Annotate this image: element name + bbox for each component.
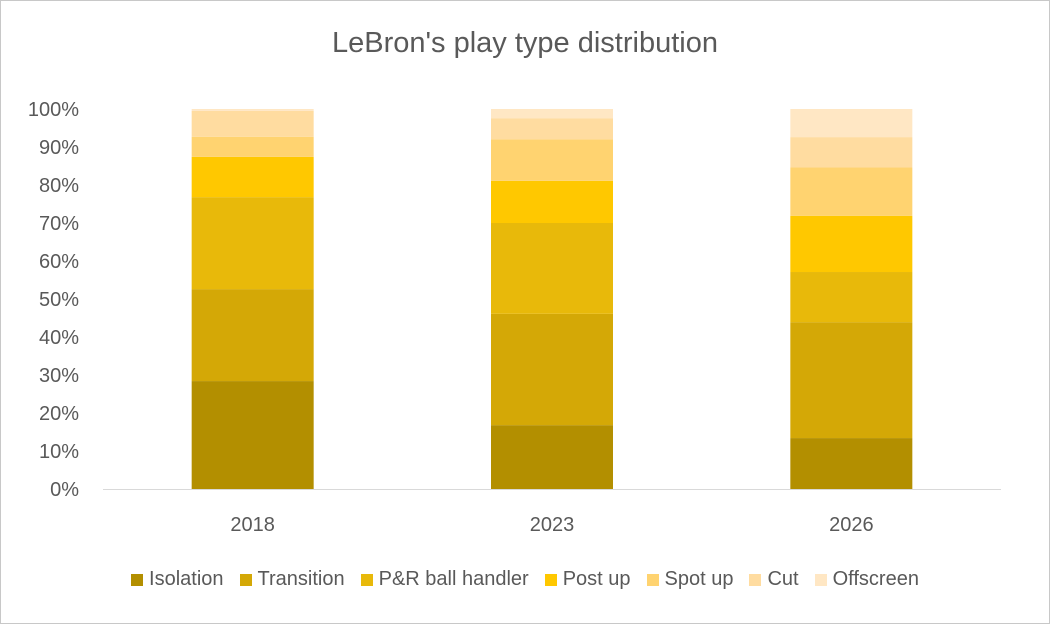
legend-swatch — [814, 573, 827, 586]
legend-item: Cut — [749, 568, 799, 591]
legend-swatch — [544, 573, 557, 586]
bar-segment-cut — [491, 118, 613, 140]
bar-segment-isolation — [491, 425, 613, 489]
bar-segment-offscreen — [790, 109, 913, 138]
bar-segment-p-r-ball-handler — [790, 272, 913, 323]
chart-title: LeBron's play type distribution — [332, 27, 718, 59]
y-tick-label: 70% — [39, 213, 79, 235]
bar-segment-cut — [191, 110, 314, 137]
bar-segment-spot-up — [191, 136, 314, 157]
bar-segment-transition — [191, 289, 314, 382]
y-tick-label: 100% — [28, 99, 79, 121]
legend: Isolation Transition P&R ball handler Post … — [1, 568, 1049, 591]
y-tick-label: 90% — [39, 137, 79, 159]
legend-item: Spot up — [646, 568, 734, 591]
legend-label: Spot up — [664, 568, 734, 590]
y-tick-label: 30% — [39, 365, 79, 387]
legend-swatch — [131, 573, 144, 586]
y-tick-label: 60% — [39, 251, 79, 273]
legend-label: Offscreen — [832, 568, 919, 590]
y-tick-label: 50% — [39, 289, 79, 311]
legend-swatch — [360, 573, 373, 586]
bar-segment-transition — [790, 322, 913, 439]
legend-item: Isolation — [131, 568, 224, 591]
x-tick-label: 2026 — [829, 514, 874, 536]
bar-segment-transition — [491, 313, 613, 426]
y-tick-label: 40% — [39, 327, 79, 349]
legend-item: Post up — [544, 568, 631, 591]
bar-segment-post-up — [790, 215, 913, 273]
legend-swatch — [239, 573, 252, 586]
x-tick-label: 2018 — [230, 514, 275, 536]
legend-swatch — [646, 573, 659, 586]
bar-segment-p-r-ball-handler — [191, 197, 314, 290]
bar-segment-spot-up — [491, 139, 613, 181]
legend-item: Transition — [239, 568, 345, 591]
bar-segment-isolation — [191, 381, 314, 489]
legend-label: Isolation — [149, 568, 224, 590]
legend-label: Post up — [562, 568, 631, 590]
y-tick-label: 80% — [39, 175, 79, 197]
plot-area: 0% 10% 20% 30% 40% 50% 60% 70% 80% 90% 100% 2018 202… — [28, 99, 1001, 536]
bar-segment-isolation — [790, 438, 913, 489]
bar-segment-post-up — [491, 180, 613, 223]
bar-segment-p-r-ball-handler — [491, 223, 613, 314]
legend-label: Cut — [767, 568, 799, 590]
bar-segment-spot-up — [790, 167, 913, 216]
y-tick-label: 10% — [39, 441, 79, 463]
bar-segment-cut — [790, 137, 913, 168]
legend-label: P&R ball handler — [378, 568, 529, 590]
legend-label: Transition — [257, 568, 345, 590]
bar-segment-offscreen — [191, 109, 314, 111]
bar-segment-offscreen — [491, 109, 613, 119]
bar-segment-post-up — [191, 156, 314, 198]
legend-item: P&R ball handler — [360, 568, 529, 591]
x-tick-label: 2023 — [530, 514, 575, 536]
legend-swatch — [749, 573, 762, 586]
legend-item: Offscreen — [814, 568, 919, 591]
y-tick-label: 20% — [39, 403, 79, 425]
y-tick-label: 0% — [50, 479, 79, 501]
